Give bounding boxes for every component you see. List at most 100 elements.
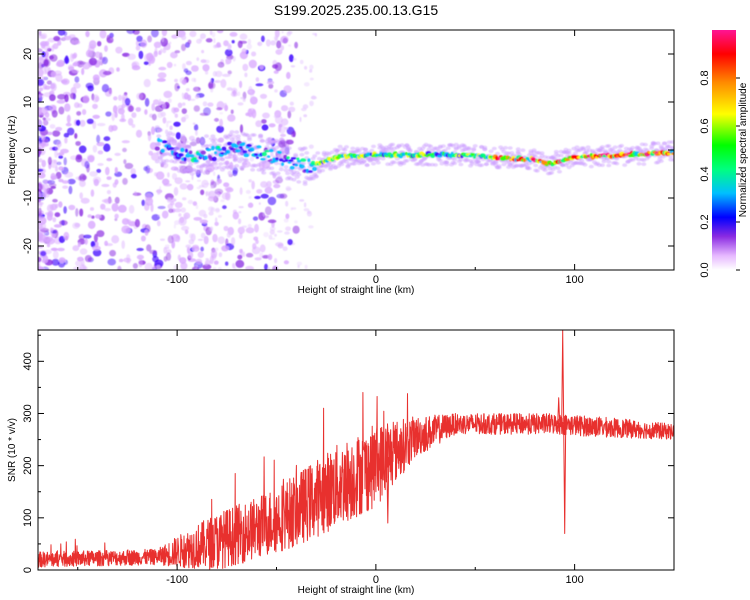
heatmap-cell — [164, 159, 170, 163]
heatmap-cell — [281, 31, 284, 34]
heatmap-cell — [157, 205, 166, 210]
heatmap-cell — [299, 199, 305, 202]
heatmap-cell — [235, 149, 241, 153]
heatmap-cell — [172, 139, 178, 144]
heatmap-cell — [146, 244, 152, 252]
heatmap-cell — [189, 172, 195, 176]
heatmap-cell — [194, 94, 200, 99]
heatmap-cell — [93, 233, 98, 243]
heatmap-cell — [96, 134, 101, 144]
heatmap-cell — [224, 49, 233, 57]
heatmap-cell — [81, 67, 85, 76]
heatmap-cell — [170, 201, 175, 206]
heatmap-cell — [166, 136, 170, 141]
heatmap-cell — [281, 118, 289, 126]
heatmap-cell — [614, 161, 620, 166]
heatmap-cell — [221, 245, 230, 252]
heatmap-cell — [87, 220, 96, 229]
heatmap-cell — [161, 36, 165, 42]
heatmap-cell — [207, 168, 213, 172]
heatmap-cell — [80, 197, 90, 204]
heatmap-cell — [371, 144, 376, 149]
heatmap-cell — [172, 160, 178, 164]
heatmap-cell — [178, 153, 184, 157]
heatmap-cell — [161, 103, 167, 109]
heatmap-cell — [71, 40, 75, 45]
heatmap-cell — [128, 105, 134, 112]
heatmap-cell — [584, 151, 589, 155]
heatmap-cell — [179, 183, 188, 190]
heatmap-cell — [65, 122, 72, 127]
heatmap-cell — [283, 260, 289, 265]
heatmap-cell — [261, 35, 265, 43]
heatmap-cell — [312, 32, 317, 36]
heatmap-cell — [49, 227, 54, 233]
heatmap-cell — [336, 148, 341, 152]
heatmap-cell — [452, 161, 458, 166]
heatmap-cell — [184, 114, 189, 120]
heatmap-cell — [84, 160, 90, 169]
heatmap-cell — [181, 160, 187, 165]
heatmap-cell — [94, 51, 101, 59]
heatmap-cell — [309, 77, 314, 81]
heatmap-cell — [239, 248, 243, 254]
heatmap-cell — [151, 30, 159, 38]
x-tick-label: -100 — [166, 574, 188, 586]
heatmap-cell — [251, 51, 257, 57]
heatmap-cell — [204, 221, 207, 226]
heatmap-cell — [63, 231, 70, 241]
heatmap-cell — [186, 183, 194, 191]
heatmap-cell — [151, 214, 160, 221]
heatmap-cell — [111, 203, 119, 212]
heatmap-cell — [133, 191, 137, 197]
heatmap-cell — [251, 180, 255, 190]
heatmap-cell — [56, 161, 62, 166]
heatmap-cell — [225, 191, 231, 201]
heatmap-cell — [320, 168, 326, 173]
heatmap-cell — [579, 158, 585, 163]
heatmap-cell — [44, 41, 50, 46]
heatmap-cell — [75, 141, 81, 146]
heatmap-cell — [641, 162, 647, 166]
heatmap-cell — [167, 141, 173, 145]
heatmap-cell — [299, 164, 305, 169]
heatmap-cell — [270, 152, 274, 157]
heatmap-cell — [200, 140, 206, 144]
heatmap-cell — [195, 204, 199, 210]
heatmap-cell — [44, 188, 47, 197]
heatmap-cell — [167, 172, 170, 178]
heatmap-cell — [181, 92, 185, 98]
heatmap-cell — [61, 78, 70, 85]
heatmap-cell — [291, 172, 297, 177]
heatmap-cell — [250, 168, 256, 172]
heatmap-cell — [216, 179, 220, 186]
heatmap-cell — [286, 156, 290, 160]
heatmap-cell — [75, 119, 81, 126]
heatmap-cell — [255, 156, 259, 159]
heatmap-cell — [273, 35, 279, 41]
heatmap-cell — [104, 45, 108, 52]
heatmap-cell — [241, 142, 246, 145]
heatmap-cell — [38, 158, 43, 163]
heatmap-cell — [296, 159, 302, 163]
heatmap-cell — [40, 250, 47, 257]
heatmap-cell — [115, 46, 123, 54]
heatmap-cell — [49, 94, 56, 102]
heatmap-cell — [241, 48, 247, 55]
heatmap-cell — [51, 110, 58, 118]
heatmap-cell — [92, 245, 101, 251]
heatmap-cell — [81, 109, 87, 115]
heatmap-cell — [232, 56, 236, 62]
heatmap-cell — [177, 142, 182, 147]
heatmap-cell — [285, 151, 291, 156]
heatmap-cell — [227, 114, 236, 122]
heatmap-cell — [280, 133, 286, 137]
heatmap-cell — [103, 136, 111, 142]
heatmap-cell — [219, 112, 224, 115]
heatmap-cell — [279, 193, 288, 199]
heatmap-cell — [118, 94, 122, 101]
heatmap-cell — [87, 214, 92, 218]
heatmap-cell — [309, 69, 313, 73]
heatmap-cell — [63, 157, 67, 166]
heatmap-cell — [43, 44, 51, 51]
